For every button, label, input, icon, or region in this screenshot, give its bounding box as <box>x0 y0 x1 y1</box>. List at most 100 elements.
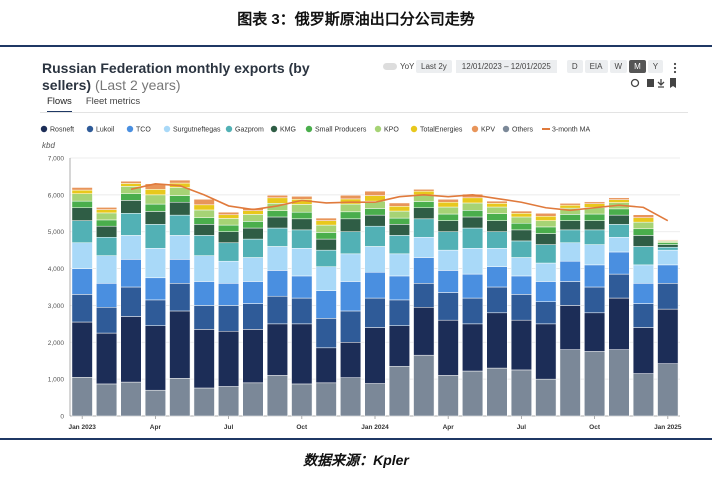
bookmark-icon[interactable] <box>670 78 676 88</box>
bar-segment <box>632 217 654 223</box>
bar-segment <box>462 202 484 211</box>
legend-label: TCO <box>136 127 151 134</box>
bar-segment <box>315 232 337 240</box>
bar-segment <box>486 220 508 232</box>
bar-segment <box>510 229 532 242</box>
bar-segment <box>218 214 240 219</box>
bar-segment <box>486 286 508 314</box>
card-title: Russian Federation monthly exports (by s… <box>42 60 362 94</box>
bar-segment <box>462 216 484 229</box>
bar-segment <box>193 387 215 417</box>
x-tick-label: Apr <box>150 424 162 431</box>
interval-button[interactable]: W <box>609 60 628 73</box>
bar-segment <box>96 307 118 334</box>
bar-segment <box>169 214 191 236</box>
bar-segment <box>632 373 654 417</box>
bar-segment <box>120 316 142 383</box>
bar-segment <box>340 218 362 232</box>
bar-segment <box>413 236 435 258</box>
x-tick-label: Oct <box>589 424 601 431</box>
bar-segment <box>510 319 532 371</box>
bar-segment <box>169 235 191 260</box>
bar-segment <box>315 220 337 226</box>
bar-segment <box>71 187 93 191</box>
bar-segment <box>510 222 532 231</box>
bar-segment <box>559 349 581 417</box>
menu-icon[interactable] <box>672 62 678 74</box>
bar-segment <box>96 236 118 256</box>
legend-label: Lukoil <box>96 127 115 134</box>
bar-segment <box>364 383 386 417</box>
legend-marker <box>126 125 134 133</box>
table-icon[interactable] <box>647 79 654 87</box>
bar-segment <box>218 242 240 262</box>
bar-segment <box>218 224 240 232</box>
bar-segment <box>462 210 484 218</box>
chart-title: Russian Federation monthly exports (by s… <box>42 60 310 93</box>
yoy-toggle[interactable]: YoY <box>383 62 414 71</box>
bar-segment <box>71 200 93 209</box>
interval-button[interactable]: EIA <box>584 60 608 73</box>
bar-segment <box>242 214 264 222</box>
bar-segment <box>242 227 264 240</box>
bar-segment <box>291 297 313 325</box>
legend-label: Gazprom <box>235 127 264 134</box>
interval-button[interactable]: M <box>629 60 646 73</box>
download-icon[interactable] <box>657 79 665 88</box>
y-tick-label: 6,000 <box>48 192 65 199</box>
bar-segment <box>71 207 93 221</box>
bar-segment <box>71 268 93 295</box>
bar-segment <box>437 231 459 251</box>
bar-segment <box>364 272 386 299</box>
bar-segment <box>584 229 606 245</box>
bar-segment <box>242 303 264 330</box>
bar-segment <box>96 207 118 210</box>
bar-segment <box>169 310 191 379</box>
range-button[interactable]: Last 2y <box>416 60 452 73</box>
bar-segment <box>584 244 606 266</box>
date-range[interactable]: 12/01/2023 – 12/01/2025 <box>455 60 557 73</box>
bar-segment <box>266 216 288 229</box>
bar-segment <box>120 193 142 201</box>
yoy-label: YoY <box>400 62 415 71</box>
bottom-rule <box>0 438 712 440</box>
bar-segment <box>120 381 142 417</box>
tab[interactable]: Fleet metrics <box>85 96 141 107</box>
bar-segment <box>388 253 410 277</box>
bar-segment <box>657 308 679 364</box>
bar-segment <box>193 235 215 256</box>
bar-segment <box>291 204 313 213</box>
bar-segment <box>388 325 410 367</box>
bar-segment <box>608 273 630 299</box>
bar-segment <box>535 378 557 417</box>
bar-segment <box>169 259 191 284</box>
bar-segment <box>510 294 532 321</box>
interval-button[interactable]: D <box>566 60 583 73</box>
x-tick-label: Jul <box>517 424 527 431</box>
bar-segment <box>608 236 630 253</box>
bar-segment <box>462 370 484 417</box>
bar-segment <box>388 217 410 225</box>
bar-segment <box>96 255 118 284</box>
bar-segment <box>462 323 484 372</box>
bar-segment <box>608 349 630 417</box>
bar-segment <box>413 207 435 220</box>
bar-segment <box>388 210 410 219</box>
bar-segment <box>632 264 654 284</box>
chart: Rosneft Lukoil TCO Surgutneftegas Gazprom KMG… <box>40 125 682 431</box>
y-tick-label: 2,000 <box>48 340 65 347</box>
bar-segment <box>584 351 606 417</box>
bar-segment <box>584 213 606 221</box>
bar-segment <box>315 347 337 384</box>
bar-segment <box>144 224 166 249</box>
bar-segment <box>510 210 532 214</box>
interval-button[interactable]: Y <box>647 60 664 73</box>
bar-segment <box>584 264 606 288</box>
refresh-icon[interactable] <box>630 78 640 88</box>
bar-segment <box>559 305 581 350</box>
bar-segment <box>242 210 264 215</box>
x-tick-label: Jan 2023 <box>68 424 96 431</box>
tab[interactable]: Flows <box>47 96 72 113</box>
bar-segment <box>96 225 118 238</box>
